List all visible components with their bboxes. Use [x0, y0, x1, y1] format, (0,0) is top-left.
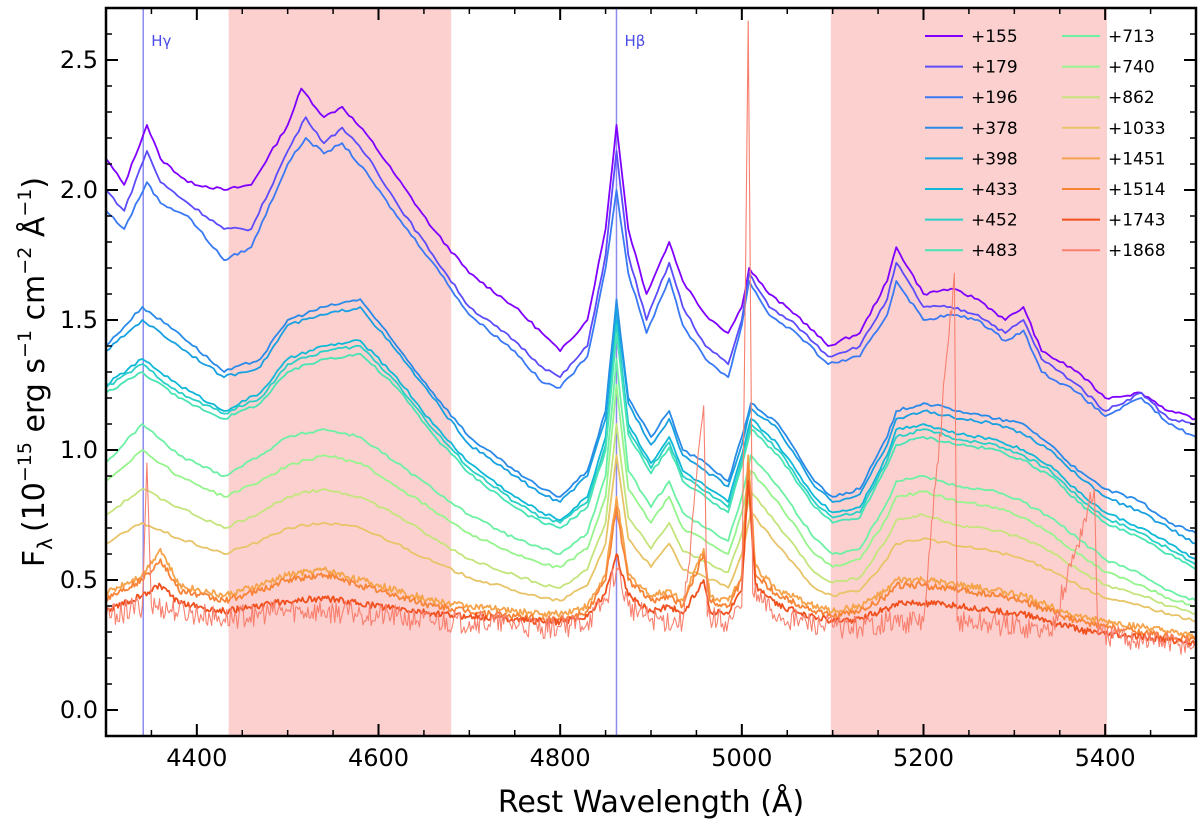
series-line-p1033 [106, 454, 1196, 623]
legend-label: +1033 [1108, 119, 1166, 139]
legend-label: +1514 [1108, 180, 1166, 200]
series-line-p433 [106, 319, 1196, 561]
shaded-regions [228, 8, 1107, 736]
x-tick-label: 4400 [166, 744, 227, 772]
legend-label: +1868 [1108, 241, 1166, 261]
series-line-p155 [106, 87, 1196, 421]
legend-label: +740 [1108, 58, 1155, 78]
x-tick-label: 4800 [530, 744, 591, 772]
series-line-p378 [106, 298, 1196, 534]
series-line-p1743 [106, 480, 1196, 646]
legend-label: +433 [971, 180, 1018, 200]
legend-label: +1451 [1108, 149, 1166, 169]
series-line-p196 [106, 137, 1196, 438]
series-line-p1868 [106, 20, 1196, 655]
legend-label: +862 [1108, 88, 1155, 108]
axis-ticks: 4400 4600 4800 5000 5200 5400 0.0 0.5 1.0 1.5 2.0 2… [60, 7, 1197, 772]
reference-line-label: Hγ [151, 32, 171, 50]
x-tick-label: 5200 [893, 744, 954, 772]
series-line-p1514 [106, 462, 1196, 643]
x-tick-label: 5400 [1075, 744, 1136, 772]
y-tick-label: 2.0 [60, 176, 98, 204]
x-tick-label: 4600 [348, 744, 409, 772]
series-line-p483 [106, 332, 1196, 571]
y-tick-label: 0.0 [60, 696, 98, 724]
legend-label: +179 [971, 58, 1018, 78]
y-tick-label: 0.5 [60, 566, 98, 594]
series-line-p398 [106, 306, 1196, 545]
y-tick-label: 1.5 [60, 306, 98, 334]
legend-label: +155 [971, 27, 1018, 47]
legend-label: +483 [971, 241, 1018, 261]
x-tick-label: 5000 [711, 744, 772, 772]
y-axis-title: Fλ(10−15 erg s−1 cm−2 Å−1) [14, 177, 57, 567]
legend-label: +378 [971, 119, 1018, 139]
series-line-p862 [106, 423, 1196, 615]
legend-label: +452 [971, 211, 1018, 231]
series-line-p1451 [106, 454, 1196, 640]
series-line-p452 [106, 324, 1196, 566]
series-line-p740 [106, 384, 1196, 608]
legend-label: +398 [971, 149, 1018, 169]
legend-label: +1743 [1108, 211, 1166, 231]
y-tick-label: 1.0 [60, 436, 98, 464]
series-lines [106, 20, 1196, 655]
shaded-region-1 [228, 8, 452, 736]
shaded-region-2 [830, 8, 1107, 736]
legend-label: +196 [971, 88, 1018, 108]
series-line-p713 [106, 358, 1196, 602]
y-tick-label: 2.5 [60, 46, 98, 74]
x-axis-title: Rest Wavelength (Å) [498, 784, 804, 820]
legend: +155 +179 +196 +378 +398 +433 +452 +483 +713 +740… [925, 27, 1166, 261]
series-line-p179 [106, 116, 1196, 426]
legend-label: +713 [1108, 27, 1155, 47]
reference-line-label: Hβ [624, 32, 645, 50]
